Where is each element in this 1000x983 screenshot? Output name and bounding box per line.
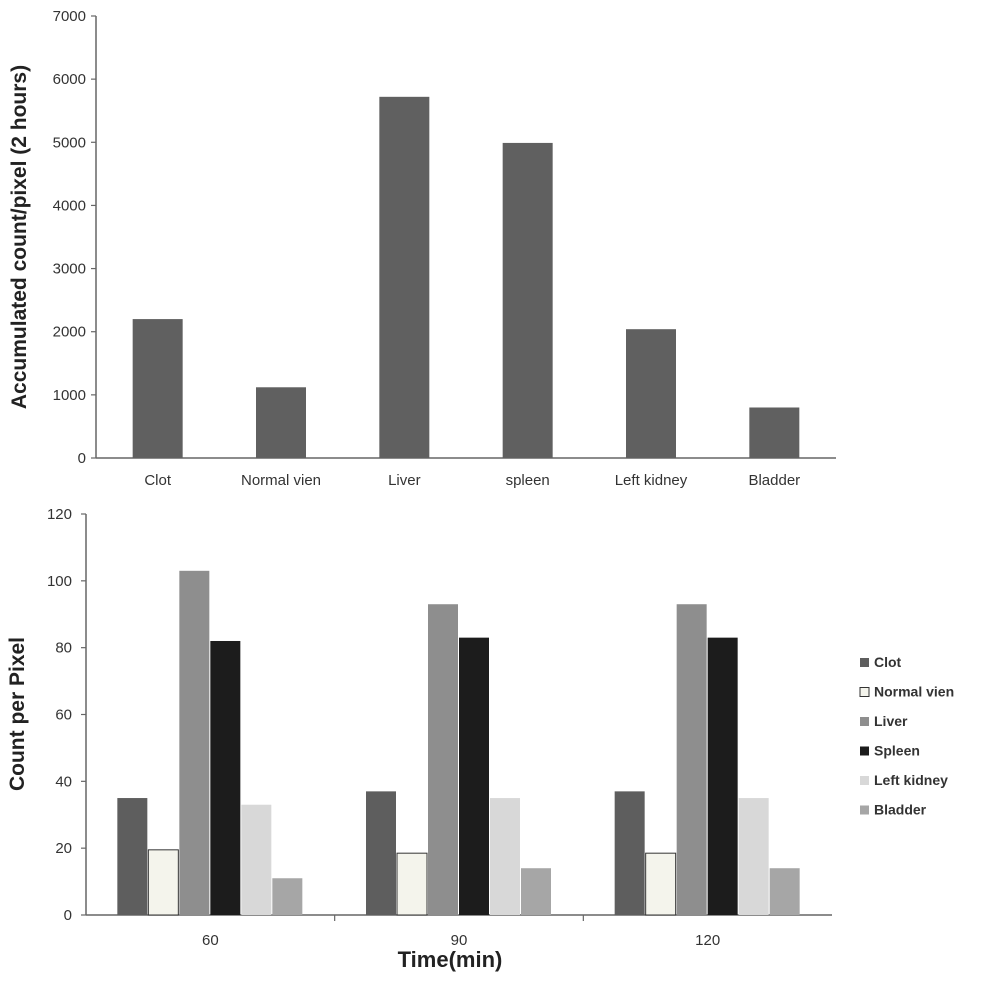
legend-label: Bladder — [874, 802, 927, 818]
bottom-bar — [490, 798, 520, 915]
bottom-bar — [769, 868, 800, 915]
legend-label: Clot — [874, 654, 902, 670]
bottom-y-tick-label: 60 — [55, 707, 72, 724]
top-bar-chart: 0 1000 2000 3000 4000 5000 6000 7000 Clot Normal… — [8, 8, 836, 489]
top-x-ticks: Clot Normal vien Liver spleen Left kidney Bla… — [144, 472, 800, 489]
legend-label: Liver — [874, 713, 908, 729]
bottom-bar — [117, 798, 148, 915]
top-x-tick-label: Clot — [144, 472, 172, 489]
top-x-tick-label: Liver — [388, 472, 421, 489]
bottom-bar — [366, 791, 396, 915]
bottom-bar — [707, 637, 738, 915]
top-bar — [626, 329, 676, 458]
bottom-bar — [459, 637, 489, 915]
bottom-x-ticks: 60 90 120 — [202, 915, 720, 949]
bottom-y-ticks: 0 20 40 60 80 100 120 — [47, 506, 86, 924]
top-bar — [379, 96, 430, 458]
bottom-y-axis-label: Count per Pixel — [6, 637, 29, 791]
top-y-axis-label: Accumulated count/pixel (2 hours) — [8, 65, 31, 409]
bottom-y-tick-label: 40 — [55, 773, 72, 790]
top-y-tick-label: 3000 — [53, 261, 86, 278]
bottom-bar — [521, 868, 551, 915]
top-bar — [749, 407, 800, 458]
legend-swatch — [859, 687, 870, 697]
top-y-tick-label: 1000 — [53, 387, 86, 404]
top-x-tick-label: Normal vien — [241, 472, 321, 489]
top-bars — [132, 96, 800, 458]
top-x-tick-label: spleen — [506, 472, 550, 489]
top-bar — [256, 387, 306, 458]
bottom-bar — [676, 604, 707, 915]
legend-label: Spleen — [874, 743, 920, 759]
bottom-bar — [179, 570, 210, 915]
bottom-y-tick-label: 80 — [55, 640, 72, 657]
bottom-bar — [147, 849, 179, 916]
top-y-tick-label: 5000 — [53, 134, 86, 151]
legend-swatch — [860, 805, 869, 815]
bottom-bar — [272, 878, 303, 915]
bottom-bar — [645, 852, 677, 916]
top-y-tick-label: 7000 — [53, 8, 86, 25]
top-y-ticks: 0 1000 2000 3000 4000 5000 6000 7000 — [53, 8, 96, 467]
legend-swatch — [860, 658, 869, 667]
bottom-y-tick-label: 0 — [64, 907, 72, 924]
bottom-x-tick-label: 120 — [695, 932, 720, 949]
top-y-tick-label: 4000 — [53, 197, 86, 214]
bottom-y-tick-label: 100 — [47, 573, 72, 590]
bottom-x-tick-label: 60 — [202, 932, 219, 949]
top-y-tick-label: 6000 — [53, 71, 86, 88]
bottom-bar — [738, 798, 769, 915]
bottom-bar — [428, 604, 458, 915]
legend-label: Left kidney — [874, 772, 948, 788]
top-x-tick-label: Left kidney — [615, 472, 688, 489]
bottom-bar — [241, 804, 272, 915]
bottom-y-tick-label: 120 — [47, 506, 72, 523]
legend-label: Normal vien — [874, 684, 954, 700]
bottom-bar — [396, 852, 428, 916]
top-bar — [502, 142, 553, 458]
bottom-bars — [117, 570, 800, 916]
legend: Clot Normal vien Liver Spleen Left kidney Bla… — [859, 654, 954, 818]
bottom-bar — [210, 640, 241, 915]
top-x-tick-label: Bladder — [748, 472, 800, 489]
bottom-x-tick-label: 90 — [451, 932, 468, 949]
bottom-x-axis-label: Time(min) — [398, 947, 503, 972]
top-y-tick-label: 2000 — [53, 324, 86, 341]
legend-swatch — [860, 776, 869, 785]
top-y-tick-label: 0 — [78, 450, 86, 467]
legend-swatch — [860, 746, 869, 756]
bottom-y-tick-label: 20 — [55, 840, 72, 857]
top-bar — [132, 319, 183, 458]
legend-swatch — [860, 717, 869, 726]
bottom-bar — [614, 791, 645, 915]
